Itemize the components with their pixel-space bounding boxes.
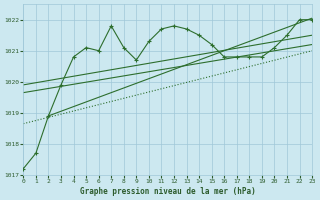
X-axis label: Graphe pression niveau de la mer (hPa): Graphe pression niveau de la mer (hPa) [80, 187, 256, 196]
